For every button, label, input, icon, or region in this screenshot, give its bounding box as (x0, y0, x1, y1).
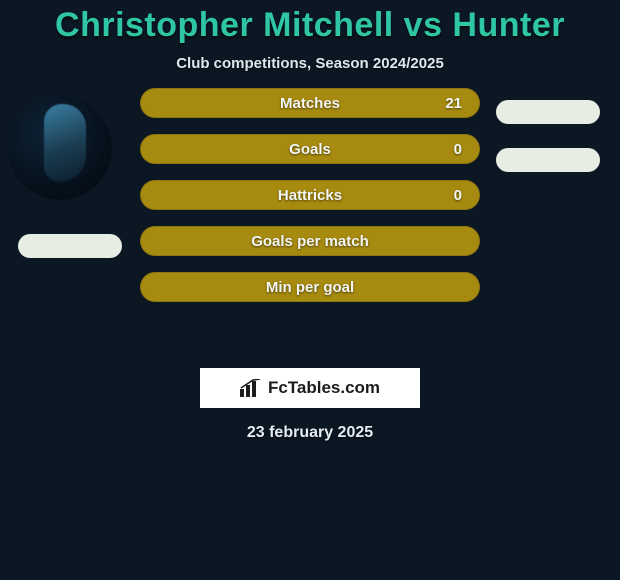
stat-bars: Matches 21 Goals 0 Hattricks 0 Goals per… (140, 88, 480, 318)
player-left-name-pill (18, 234, 122, 258)
stat-label: Hattricks (140, 180, 480, 210)
stat-value-right: 0 (454, 180, 462, 210)
bar-chart-icon (240, 379, 262, 397)
stat-label: Min per goal (140, 272, 480, 302)
branding-text: FcTables.com (268, 378, 380, 398)
player-left-avatar (8, 96, 112, 200)
comparison-panel: Matches 21 Goals 0 Hattricks 0 Goals per… (0, 100, 620, 360)
player-right-name-pill-2 (496, 148, 600, 172)
player-right-name-pill-1 (496, 100, 600, 124)
stat-label: Goals per match (140, 226, 480, 256)
stat-row-goals: Goals 0 (140, 134, 480, 164)
branding-box: FcTables.com (200, 368, 420, 408)
stat-row-hattricks: Hattricks 0 (140, 180, 480, 210)
footer-date: 23 february 2025 (0, 424, 620, 442)
subtitle: Club competitions, Season 2024/2025 (0, 55, 620, 72)
stat-value-right: 21 (445, 88, 462, 118)
stat-row-goals-per-match: Goals per match (140, 226, 480, 256)
stat-row-matches: Matches 21 (140, 88, 480, 118)
stat-label: Matches (140, 88, 480, 118)
stat-label: Goals (140, 134, 480, 164)
stat-row-min-per-goal: Min per goal (140, 272, 480, 302)
stat-value-right: 0 (454, 134, 462, 164)
page-title: Christopher Mitchell vs Hunter (0, 0, 620, 45)
